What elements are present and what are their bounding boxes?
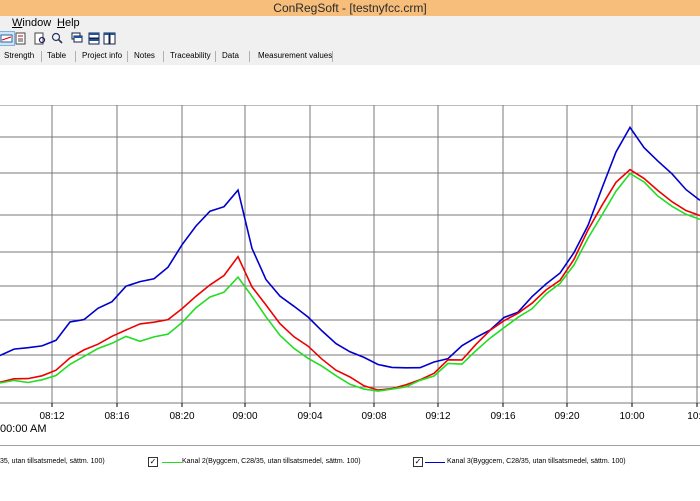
x-tick-label: 08:20 (169, 411, 194, 422)
line-chart[interactable]: 08:12 08:16 08:20 09:00 09:04 09:08 09:12 09:16… (0, 105, 700, 445)
tab-separator (41, 51, 42, 62)
menu-bar: Window Help (0, 16, 700, 31)
tab-strength[interactable]: Strength (4, 51, 35, 60)
tab-data[interactable]: Data (222, 51, 239, 60)
chart-view-icon[interactable] (0, 31, 15, 46)
toolbar (0, 31, 700, 47)
x-tick-label: 09:04 (297, 411, 322, 422)
legend-checkbox[interactable]: ✓ (413, 457, 423, 467)
tab-traceability[interactable]: Traceability (170, 51, 211, 60)
cascade-windows-icon[interactable] (71, 32, 85, 45)
legend-color-swatch (425, 462, 445, 463)
series-line-2 (0, 168, 700, 391)
tab-notes[interactable]: Notes (134, 51, 155, 60)
tab-separator (163, 51, 164, 62)
menu-help[interactable]: Help (57, 17, 80, 29)
legend-label: Kanal 3(Byggcem, C28/35, utan tillsatsme… (447, 458, 626, 465)
tile-horizontal-icon[interactable] (87, 32, 101, 45)
x-tick-label: 09:16 (490, 411, 515, 422)
tab-separator (215, 51, 216, 62)
legend-label: Kanal 2(Byggcem, C28/35, utan tillsatsme… (182, 458, 361, 465)
tab-project-info[interactable]: Project info (82, 51, 123, 60)
tab-bar: Strength Table Project info Notes Tracea… (0, 47, 700, 65)
tab-separator (249, 51, 250, 62)
tab-separator (127, 51, 128, 62)
tab-separator (75, 51, 76, 62)
legend-color-swatch (162, 462, 182, 463)
x-tick-label: 10:00 (619, 411, 644, 422)
chart-header-area (0, 65, 700, 105)
series-line-3 (0, 172, 700, 392)
tab-measurement-values[interactable]: Measurement values (258, 51, 333, 60)
x-tick-label: 09:20 (554, 411, 579, 422)
zoom-icon[interactable] (50, 32, 64, 45)
x-tick-label: 10:0 (687, 411, 700, 422)
tab-table[interactable]: Table (47, 51, 67, 60)
menu-window[interactable]: Window (12, 17, 52, 29)
x-tick-label: 09:08 (361, 411, 386, 422)
window-title: ConRegSoft - [testnyfcc.crm] (273, 1, 427, 15)
chart-area[interactable]: 08:12 08:16 08:20 09:00 09:04 09:08 09:12 09:16… (0, 105, 700, 445)
legend: 35, utan tillsatsmedel, sättm. 100) ✓ Ka… (0, 445, 700, 501)
tab-separator (332, 51, 333, 62)
x-tick-label: 09:00 (232, 411, 257, 422)
x-tick-label: 09:12 (425, 411, 450, 422)
x-axis-date-label: 00:00 AM (0, 423, 47, 435)
document-icon[interactable] (14, 32, 28, 45)
legend-checkbox[interactable]: ✓ (148, 457, 158, 467)
x-tick-label: 08:16 (104, 411, 129, 422)
window-title-bar[interactable]: ConRegSoft - [testnyfcc.crm] (0, 0, 700, 17)
tile-vertical-icon[interactable] (103, 32, 117, 45)
series-line-1 (0, 125, 700, 369)
x-tick-label: 08:12 (39, 411, 64, 422)
legend-label: 35, utan tillsatsmedel, sättm. 100) (0, 458, 105, 465)
print-preview-icon[interactable] (33, 32, 47, 45)
